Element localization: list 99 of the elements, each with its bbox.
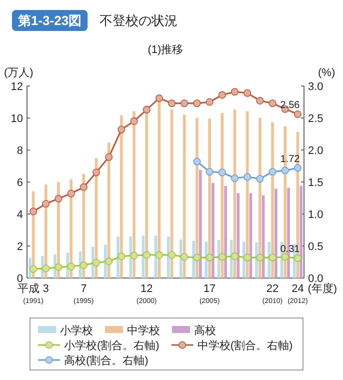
- point: [142, 106, 150, 114]
- point: [118, 126, 126, 134]
- legend-label: 高校: [194, 324, 216, 337]
- point: [268, 168, 276, 176]
- y-tick-label: 2: [16, 241, 23, 253]
- point: [142, 251, 150, 259]
- legend-label: 中学校(割合。右軸): [197, 339, 293, 352]
- point: [92, 258, 100, 266]
- point: [294, 110, 302, 118]
- legend-label: 小学校(割合。右軸): [64, 339, 160, 352]
- bar: [300, 186, 303, 278]
- bar: [268, 242, 271, 278]
- bar: [192, 240, 195, 278]
- point: [256, 254, 264, 262]
- y2-axis-title: (%): [318, 67, 336, 79]
- bar: [198, 170, 202, 278]
- point: [105, 153, 113, 161]
- point: [105, 258, 113, 266]
- point: [80, 261, 88, 269]
- bar: [145, 105, 148, 278]
- bar: [212, 182, 214, 278]
- point: [130, 252, 138, 260]
- y-tick-label: 10: [10, 113, 23, 125]
- point: [168, 251, 176, 259]
- legend-label: 小学校: [60, 324, 93, 337]
- y2-tick-label: 2.5: [308, 113, 324, 125]
- point: [218, 91, 226, 99]
- bar: [180, 239, 182, 278]
- point: [168, 99, 176, 108]
- point: [29, 208, 38, 216]
- point: [218, 168, 226, 176]
- point: [42, 264, 50, 272]
- point: [193, 99, 201, 108]
- y2-tick-label: 0.5: [308, 241, 324, 253]
- point: [206, 98, 214, 106]
- bar: [274, 188, 278, 278]
- y2-tick-label: 3.0: [308, 81, 324, 93]
- point: [67, 190, 75, 198]
- point: [281, 166, 289, 174]
- point: [180, 99, 188, 108]
- point: [155, 94, 164, 102]
- data-label: 0.31: [280, 244, 300, 256]
- point: [54, 263, 62, 271]
- bar: [224, 186, 227, 278]
- y-tick-label: 12: [10, 81, 23, 93]
- point: [180, 253, 188, 261]
- badge: 第1-3-23図: [12, 10, 88, 31]
- bar: [120, 115, 123, 278]
- point: [244, 173, 252, 181]
- bar: [182, 114, 186, 278]
- point: [206, 168, 214, 176]
- point: [206, 254, 214, 262]
- legend-label: 高校(割合。右軸): [64, 354, 148, 367]
- point: [244, 254, 252, 262]
- y-tick-label: 0: [16, 273, 23, 285]
- bar: [104, 244, 107, 278]
- x-axis-title: (年度): [308, 282, 338, 295]
- data-label: 1.72: [280, 154, 300, 165]
- point: [256, 96, 264, 105]
- point: [294, 254, 302, 262]
- y-tick-label: 4: [16, 209, 23, 221]
- bar: [166, 236, 170, 278]
- y2-tick-label: 1.0: [308, 209, 324, 221]
- bar: [255, 242, 258, 278]
- data-label: 2.56: [280, 100, 300, 112]
- point: [130, 117, 138, 125]
- point: [54, 194, 62, 202]
- point: [294, 164, 302, 172]
- point: [80, 183, 88, 191]
- point: [218, 253, 226, 261]
- point: [256, 175, 264, 183]
- bar: [116, 236, 120, 278]
- point: [268, 254, 276, 262]
- y-tick-label: 8: [16, 145, 23, 157]
- point: [230, 88, 239, 96]
- point: [230, 174, 239, 182]
- point: [29, 265, 38, 273]
- point: [67, 262, 75, 270]
- bar: [258, 118, 262, 278]
- y2-tick-label: 1.5: [308, 177, 324, 189]
- bar: [129, 236, 132, 278]
- point: [281, 253, 289, 261]
- y-tick-label: 6: [16, 177, 23, 189]
- point: [118, 252, 126, 260]
- point: [244, 89, 252, 97]
- chart-subtitle: (1)推移: [148, 44, 184, 56]
- point: [193, 158, 201, 166]
- y2-tick-label: 2.0: [308, 145, 324, 157]
- y-axis-title: (万人): [4, 67, 34, 79]
- legend-label: 中学校: [127, 324, 160, 337]
- bar: [196, 118, 198, 278]
- point: [193, 254, 201, 262]
- chart-title: 不登校の状況: [100, 13, 178, 28]
- point: [268, 99, 276, 108]
- bar: [132, 111, 136, 278]
- point: [155, 251, 164, 259]
- point: [92, 168, 100, 176]
- point: [42, 200, 50, 208]
- point: [230, 252, 239, 260]
